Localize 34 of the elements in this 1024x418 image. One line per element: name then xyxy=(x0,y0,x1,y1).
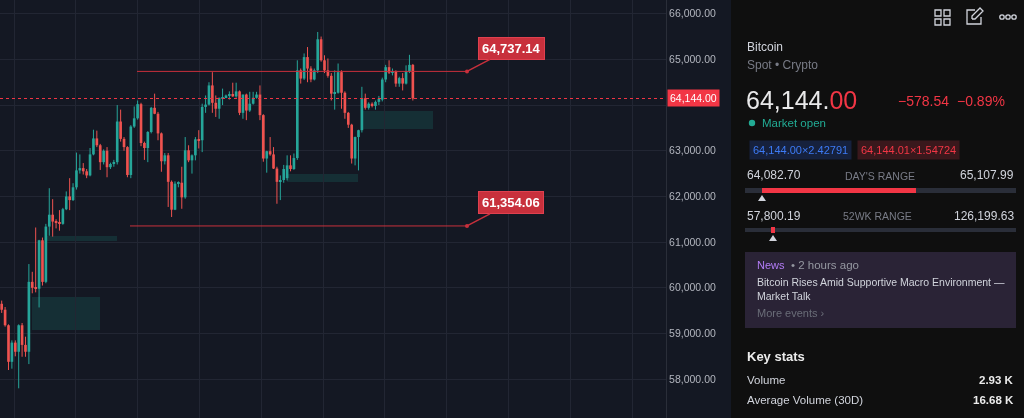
text: Volume xyxy=(747,374,786,386)
y-tick-label: 66,000.00 xyxy=(669,7,716,20)
text: 2.93 K xyxy=(979,374,1014,386)
y-tick-label: 62,000.00 xyxy=(669,190,716,203)
text: 64,082.70 xyxy=(747,168,801,182)
text: News xyxy=(757,259,786,271)
text: 126,199.63 xyxy=(954,209,1015,223)
ref-line-label: 64,144.00 xyxy=(670,92,717,104)
text: 64,144.00×2.42791 xyxy=(753,144,849,156)
text: 64,144.00 xyxy=(746,86,858,114)
y-tick-label: 63,000.00 xyxy=(669,144,716,157)
text: More events › xyxy=(757,307,825,319)
ref-line-label: 64,737.14 xyxy=(482,41,541,56)
text: Average Volume (30D) xyxy=(747,394,864,406)
text: 52WK RANGE xyxy=(843,210,912,222)
text: 57,800.19 xyxy=(747,209,801,223)
text: 64,144.01×1.54724 xyxy=(861,144,957,156)
text: −0.89% xyxy=(957,93,1005,109)
text: Bitcoin Rises Amid Supportive Macro Environment — Market Talk xyxy=(757,276,1005,302)
y-tick-label: 61,000.00 xyxy=(669,235,716,248)
y-tick-label: 60,000.00 xyxy=(669,281,716,294)
text: Market open xyxy=(762,117,826,129)
text: Bitcoin xyxy=(747,40,784,54)
text: Key stats xyxy=(747,349,805,364)
text: Spot • Crypto xyxy=(747,58,819,72)
text: 65,107.99 xyxy=(960,168,1014,182)
y-tick-label: 65,000.00 xyxy=(669,53,716,66)
y-tick-label: 59,000.00 xyxy=(669,327,716,340)
text: −578.54 xyxy=(898,93,950,109)
text: DAY'S RANGE xyxy=(845,170,916,182)
ref-line-label: 61,354.06 xyxy=(482,195,540,210)
text: • 2 hours ago xyxy=(791,259,859,271)
text: 16.68 K xyxy=(973,394,1014,406)
y-tick-label: 58,000.00 xyxy=(669,372,716,385)
